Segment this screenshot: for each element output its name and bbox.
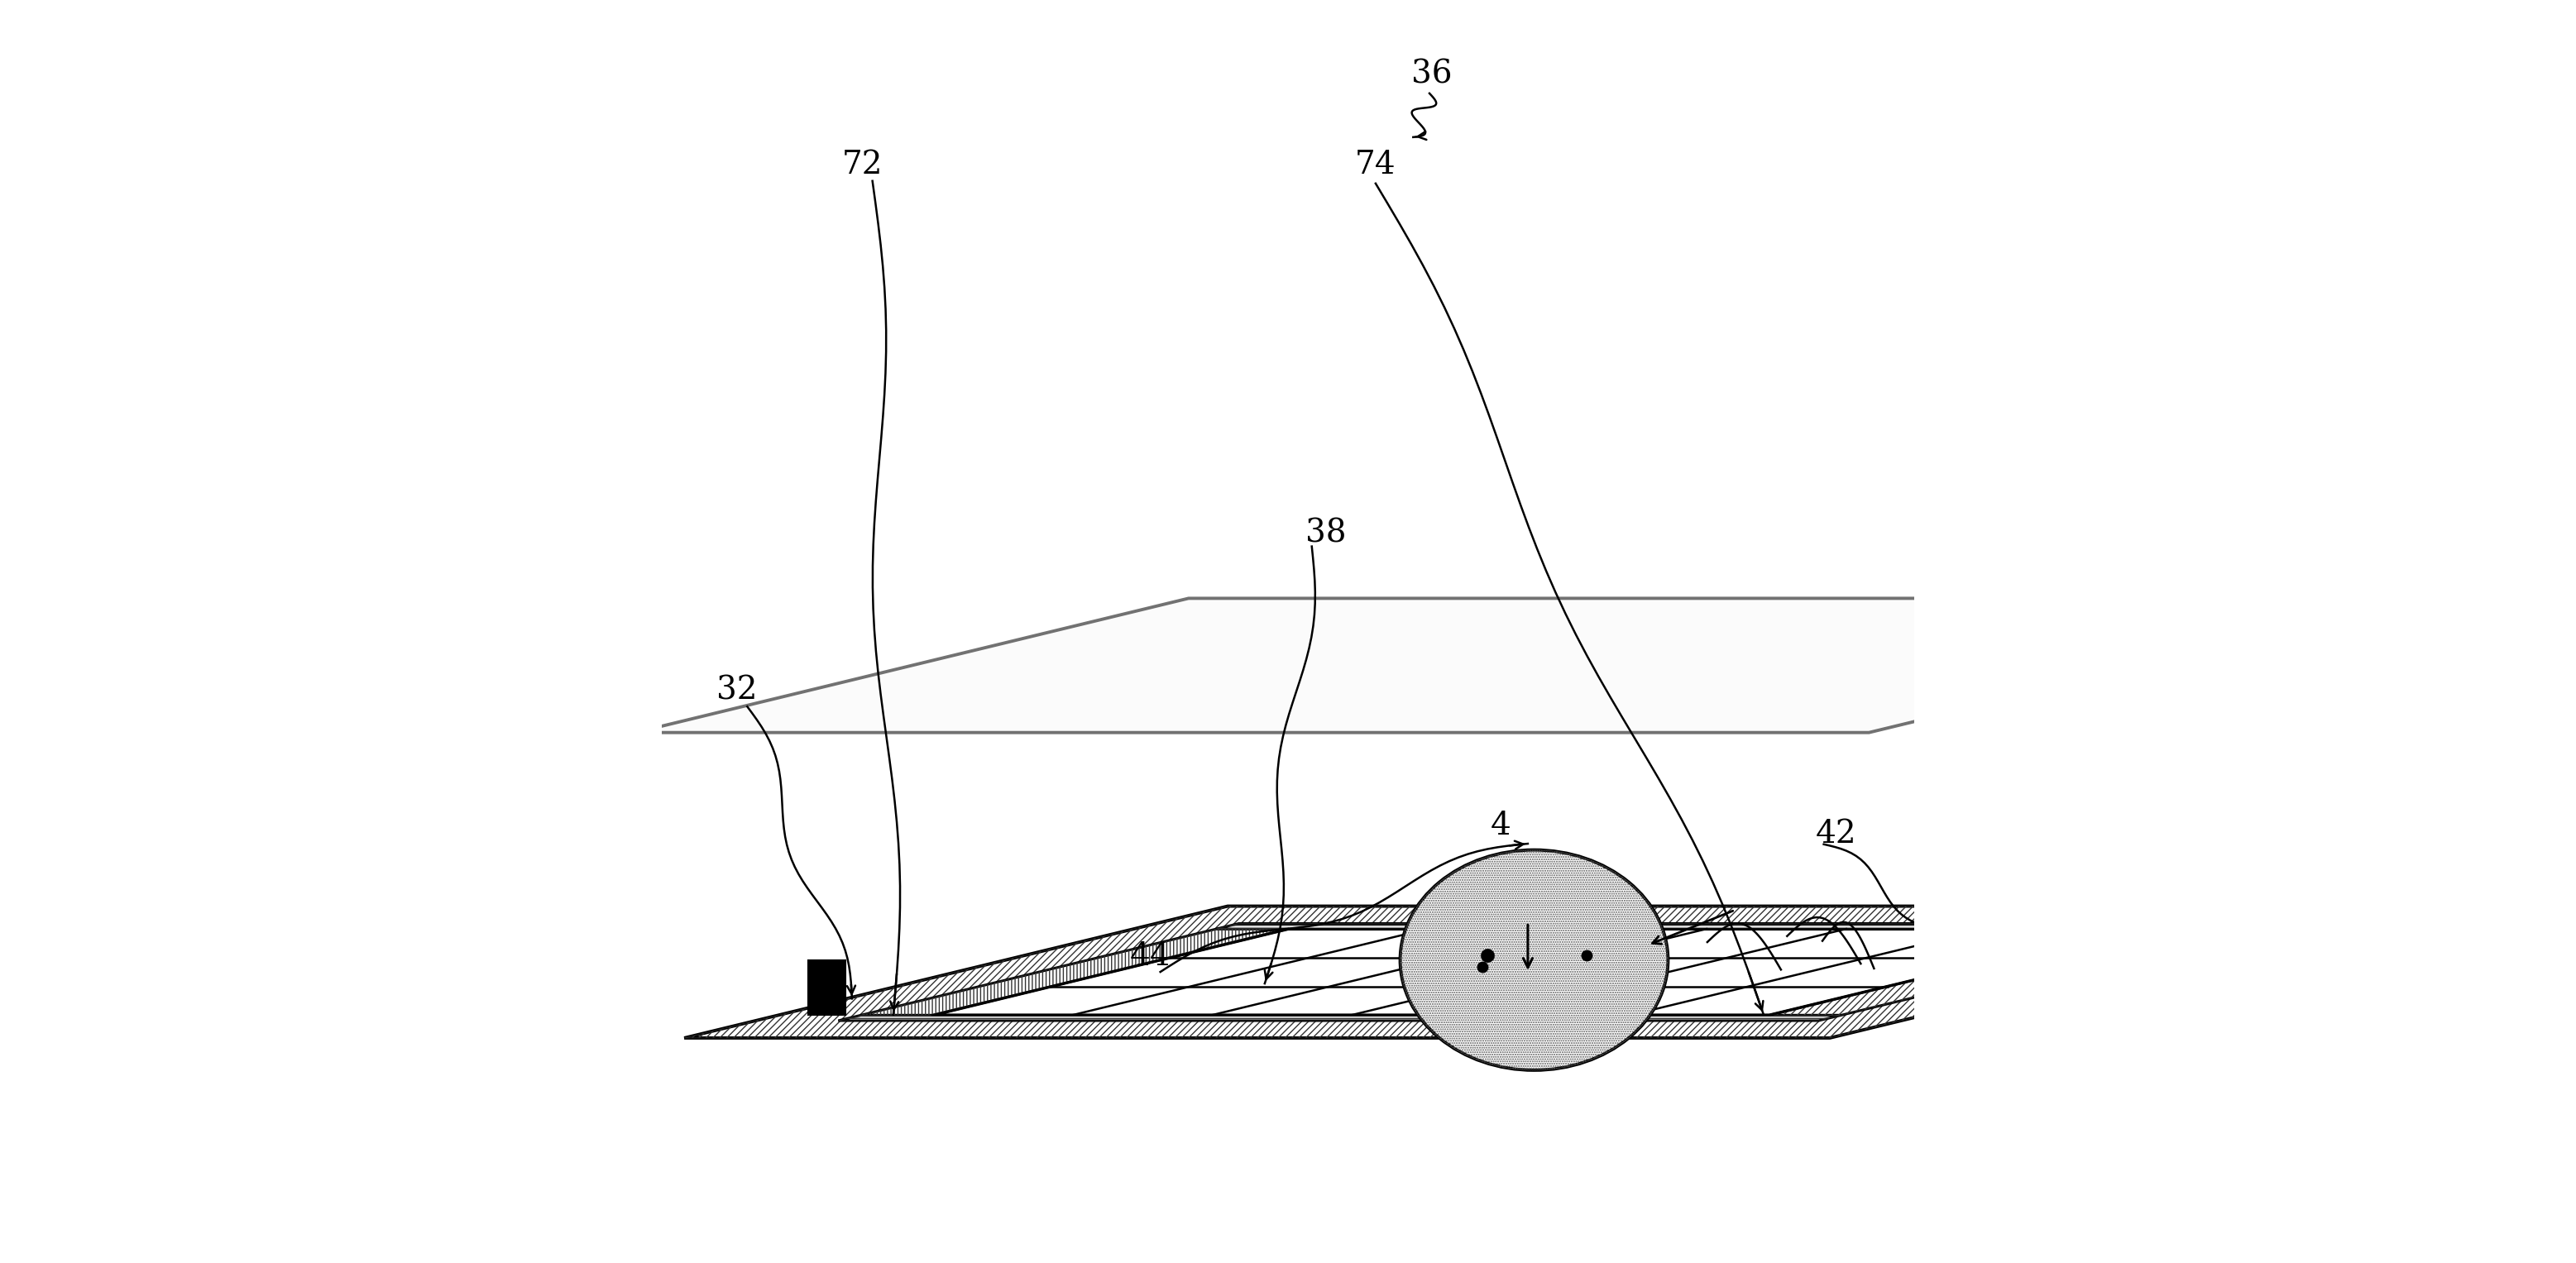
Text: 32: 32 xyxy=(716,674,757,706)
Polygon shape xyxy=(636,599,2421,733)
Text: 44: 44 xyxy=(1131,942,1172,973)
Text: 42: 42 xyxy=(1816,818,1857,850)
Polygon shape xyxy=(860,928,1288,1015)
Ellipse shape xyxy=(1401,850,1669,1070)
Polygon shape xyxy=(1770,928,2197,1015)
Polygon shape xyxy=(837,1015,1842,1021)
Text: 4: 4 xyxy=(1492,810,1512,841)
Polygon shape xyxy=(685,906,2372,1038)
Polygon shape xyxy=(933,928,2125,1015)
Bar xyxy=(809,960,845,1015)
Text: 72: 72 xyxy=(842,149,884,181)
Text: 38: 38 xyxy=(1306,519,1347,549)
Text: 36: 36 xyxy=(1412,59,1453,90)
Text: 74: 74 xyxy=(1355,149,1396,181)
Polygon shape xyxy=(1216,923,2221,928)
